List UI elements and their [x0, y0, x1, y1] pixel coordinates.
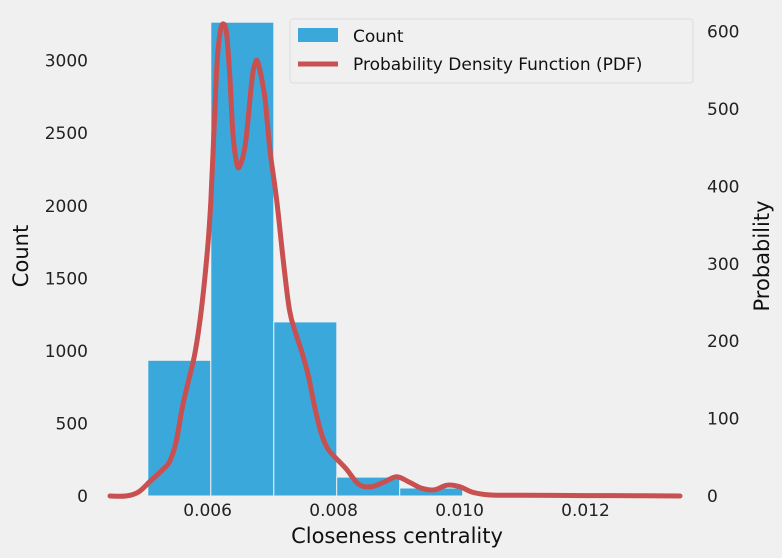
- x-tick-label: 0.008: [309, 501, 358, 521]
- x-axis-ticks: 0.006 0.008 0.010 0.012: [183, 501, 610, 521]
- pdf-line: [107, 21, 683, 499]
- legend-pdf-label: Probability Density Function (PDF): [353, 55, 642, 75]
- y2-tick-label: 600: [707, 23, 739, 43]
- y-tick-label: 0: [77, 487, 88, 507]
- y2-axis-ticks: 0 100 200 300 400 500 600: [707, 23, 739, 507]
- x-tick-label: 0.006: [183, 501, 232, 521]
- y2-tick-label: 200: [707, 332, 739, 352]
- y-tick-label: 1500: [45, 269, 88, 289]
- y-tick-label: 2000: [45, 197, 88, 217]
- legend-box: [289, 18, 694, 84]
- y-tick-label: 2500: [45, 124, 88, 144]
- legend-count-label: Count: [353, 27, 404, 47]
- y2-tick-label: 500: [707, 100, 739, 120]
- legend: Count Probability Density Function (PDF): [289, 18, 694, 84]
- histogram-bar: [273, 321, 338, 497]
- y2-axis-title: Probability: [750, 200, 774, 311]
- y2-tick-label: 400: [707, 177, 739, 197]
- x-tick-label: 0.010: [435, 501, 484, 521]
- y-tick-label: 500: [56, 414, 88, 434]
- y2-tick-label: 100: [707, 410, 739, 430]
- y-tick-label: 3000: [45, 52, 88, 72]
- y-axis-ticks: 0 500 1000 1500 2000 2500 3000: [45, 52, 88, 507]
- x-axis-title: Closeness centrality: [291, 524, 503, 548]
- legend-count-swatch: [298, 28, 338, 42]
- y-tick-label: 1000: [45, 342, 88, 362]
- y-axis-title: Count: [9, 225, 33, 287]
- y2-tick-label: 300: [707, 255, 739, 275]
- x-tick-label: 0.012: [561, 501, 610, 521]
- y2-tick-label: 0: [707, 487, 718, 507]
